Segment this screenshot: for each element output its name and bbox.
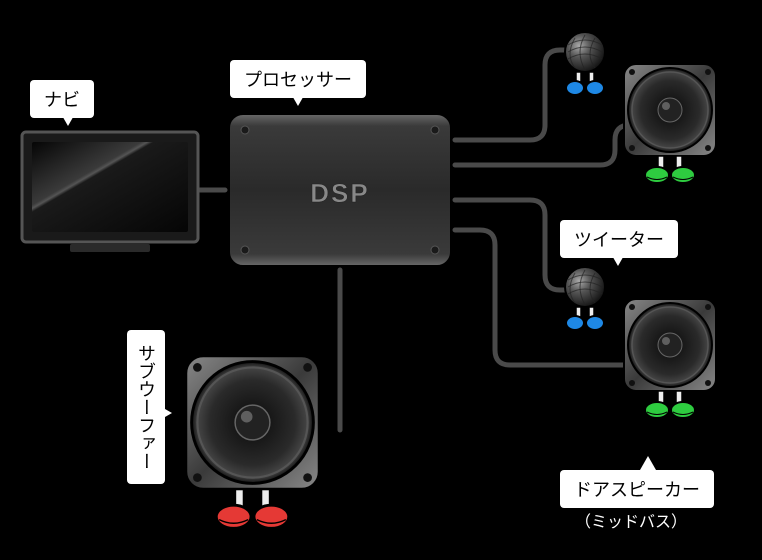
- diagram-stage: ナビ プロセッサー ツイーター サブウーファー ドアスピーカー （ミッドバス）: [0, 0, 762, 560]
- label-midbass: （ミッドバス）: [575, 508, 687, 532]
- tweeter-top: [560, 30, 610, 105]
- label-processor-tail: [290, 92, 306, 106]
- label-doorspeaker-tail: [640, 456, 656, 470]
- navi-screen: [20, 130, 200, 260]
- speaker-bot: [620, 295, 720, 425]
- dsp-box: DSP DSP: [225, 110, 455, 275]
- svg-text:DSP: DSP: [310, 178, 369, 208]
- speaker-top: [620, 60, 720, 190]
- label-subwoofer-tail: [158, 405, 172, 421]
- label-tweeter-tail: [610, 252, 626, 266]
- label-navi-tail: [60, 112, 76, 126]
- label-doorspeaker: ドアスピーカー: [560, 470, 714, 508]
- tweeter-bot: [560, 265, 610, 340]
- subwoofer-speaker: [180, 350, 325, 536]
